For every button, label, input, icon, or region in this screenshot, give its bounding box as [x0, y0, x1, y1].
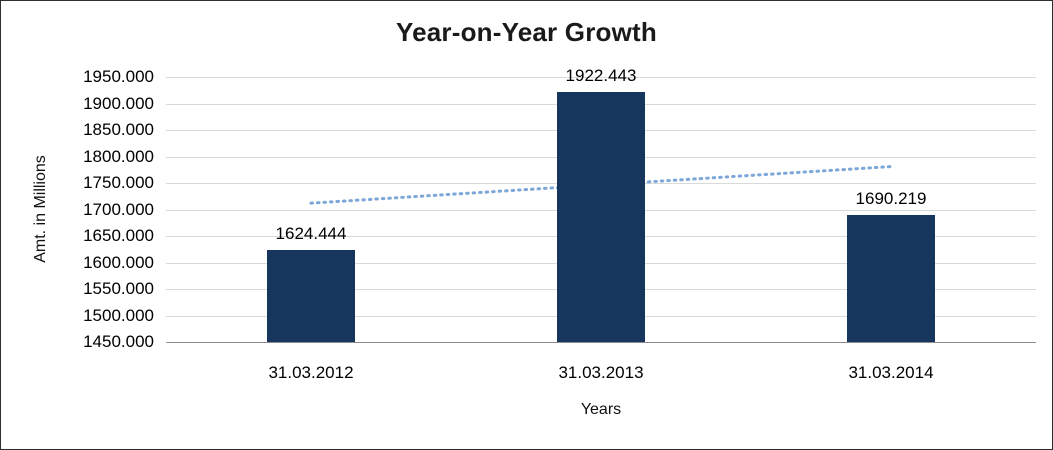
y-tick-label: 1900.000: [83, 94, 154, 113]
chart-title: Year-on-Year Growth: [396, 17, 657, 47]
gridline: [166, 77, 1036, 78]
y-tick-label: 1600.000: [83, 253, 154, 272]
x-tick-label: 31.03.2013: [558, 363, 644, 382]
y-tick-label: 1500.000: [83, 306, 154, 325]
y-tick-label: 1700.000: [83, 200, 154, 219]
x-tick-label: 31.03.2014: [848, 363, 934, 382]
bar-31.03.2013: [557, 92, 645, 342]
y-tick-label: 1750.000: [83, 173, 154, 192]
y-tick-label: 1800.000: [83, 147, 154, 166]
bar-31.03.2012: [267, 250, 355, 342]
x-axis-title: Years: [580, 401, 622, 418]
data-label: 1922.443: [565, 66, 637, 85]
y-tick-label: 1850.000: [83, 120, 154, 139]
x-tick-label: 31.03.2012: [268, 363, 354, 382]
x-axis-line: [166, 342, 1036, 343]
bar-31.03.2014: [847, 215, 935, 342]
y-tick-label: 1550.000: [83, 279, 154, 298]
data-label: 1690.219: [855, 189, 927, 208]
y-tick-label: 1650.000: [83, 226, 154, 245]
data-label: 1624.444: [275, 224, 347, 243]
y-tick-label: 1950.000: [83, 67, 154, 86]
y-tick-label: 1450.000: [83, 332, 154, 351]
plot-area: 1624.444 1922.443 1690.219: [166, 66, 1036, 343]
